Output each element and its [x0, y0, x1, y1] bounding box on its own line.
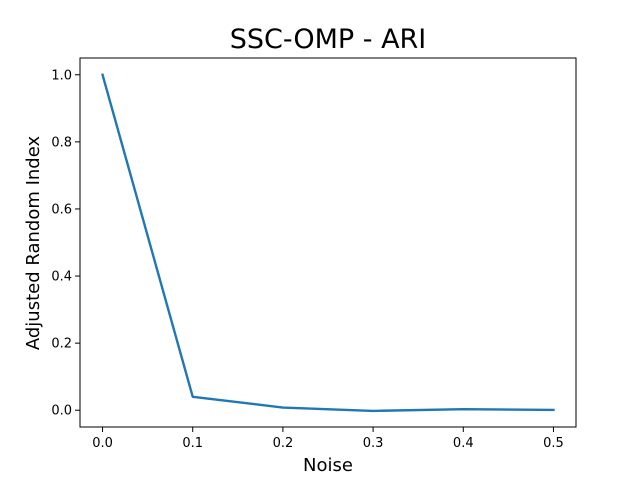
- y-tick-label: 0.0: [51, 404, 72, 419]
- x-tick-label: 0.5: [543, 436, 564, 451]
- x-axis-ticks: 0.0 0.1 0.2 0.3 0.4 0.5: [92, 427, 564, 451]
- y-tick-label: 0.4: [51, 270, 72, 285]
- x-tick-label: 0.0: [92, 436, 113, 451]
- series-layer: [101, 73, 555, 413]
- x-tick-label: 0.1: [182, 436, 203, 451]
- plot-frame: [79, 57, 577, 428]
- series-line: [101, 73, 555, 413]
- y-tick-label: 0.2: [51, 337, 72, 352]
- x-tick-label: 0.3: [363, 436, 384, 451]
- y-tick-label: 0.6: [51, 202, 72, 217]
- y-axis-label: Adjusted Random Index: [23, 136, 44, 351]
- y-tick-label: 0.8: [51, 135, 72, 150]
- x-axis-label: Noise: [303, 455, 353, 476]
- y-axis-ticks: 0.0 0.2 0.4 0.6 0.8 1.0: [51, 68, 80, 419]
- x-tick-label: 0.2: [273, 436, 294, 451]
- chart-title: SSC-OMP - ARI: [230, 24, 427, 55]
- x-tick-label: 0.4: [453, 436, 474, 451]
- y-tick-label: 1.0: [51, 68, 72, 83]
